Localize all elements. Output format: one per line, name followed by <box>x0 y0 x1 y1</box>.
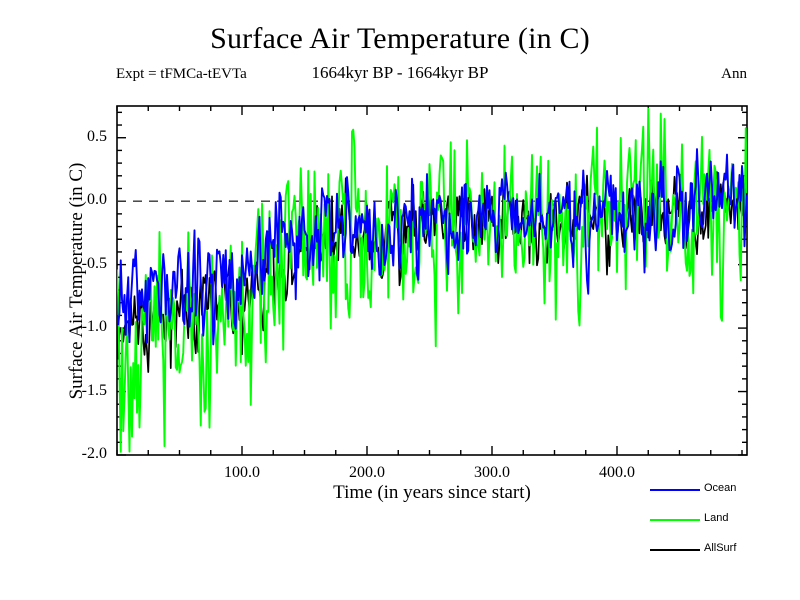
y-tick-label: 0.0 <box>87 191 107 209</box>
chart-subtitle: 1664kyr BP - 1664kyr BP <box>311 63 489 82</box>
x-tick-label: 400.0 <box>599 464 635 481</box>
x-tick-label: 200.0 <box>349 464 385 481</box>
legend-item: Ocean <box>650 480 790 510</box>
legend-item: Land <box>650 510 790 540</box>
legend-swatch-allsurf <box>650 549 700 551</box>
y-tick-label: -1.5 <box>81 381 107 399</box>
legend-label: AllSurf <box>704 542 737 554</box>
legend-swatch-land <box>650 519 700 521</box>
chart-title: Surface Air Temperature (in C) <box>210 22 590 55</box>
legend-swatch-ocean <box>650 489 700 491</box>
series-line-land <box>117 107 747 453</box>
y-tick-label: 0.5 <box>87 127 107 145</box>
y-tick-label: -1.0 <box>81 318 107 336</box>
series-line-ocean <box>117 148 747 346</box>
season-label: Ann <box>721 66 747 82</box>
experiment-label: Expt = tFMCa-tEVTa <box>116 66 247 82</box>
y-tick-label: -0.5 <box>81 254 107 272</box>
x-tick-label: 300.0 <box>474 464 510 481</box>
chart-legend: Ocean Land AllSurf <box>650 480 790 570</box>
y-tick-label: -2.0 <box>81 445 107 462</box>
legend-item: AllSurf <box>650 540 790 570</box>
legend-label: Land <box>704 512 729 524</box>
legend-label: Ocean <box>704 482 737 494</box>
x-axis-title: Time (in years since start) <box>333 482 531 503</box>
y-axis-title: Surface Air Temperature (in C) <box>66 162 87 400</box>
x-tick-label: 100.0 <box>224 464 260 481</box>
